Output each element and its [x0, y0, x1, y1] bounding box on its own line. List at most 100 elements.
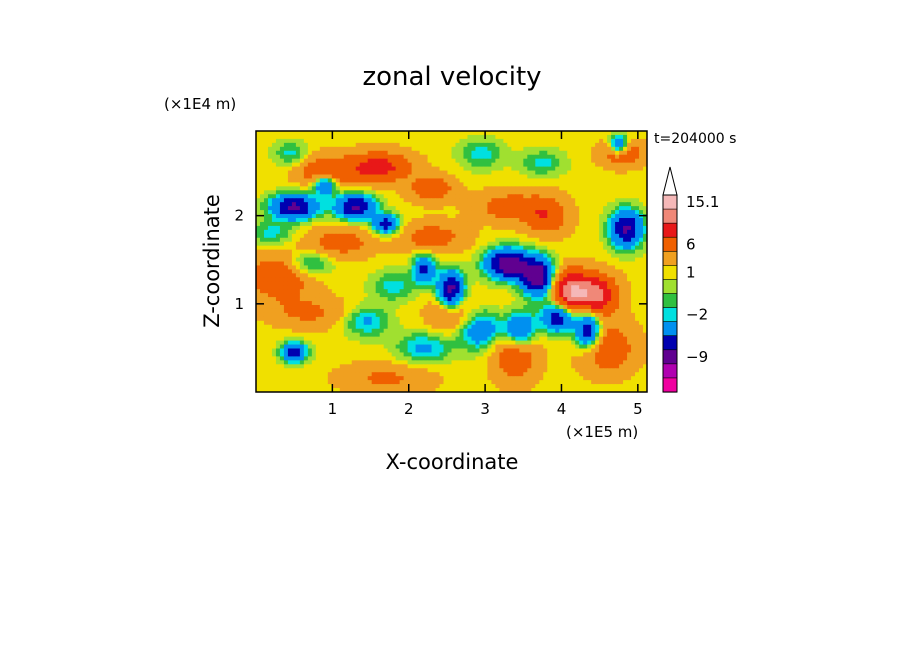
heatmap-cell — [403, 198, 409, 203]
heatmap-cell — [283, 257, 289, 262]
heatmap-cell — [635, 214, 640, 219]
heatmap-cell — [503, 174, 508, 179]
heatmap-cell — [435, 154, 440, 160]
heatmap-cell — [419, 134, 424, 140]
heatmap-cell — [391, 214, 397, 219]
heatmap-cell — [371, 293, 377, 298]
heatmap-cell — [627, 245, 632, 251]
heatmap-cell — [327, 253, 333, 258]
heatmap-cell — [491, 261, 496, 266]
heatmap-cell — [591, 146, 596, 152]
heatmap-cell — [339, 233, 345, 239]
heatmap-cell — [271, 320, 277, 326]
heatmap-cell — [391, 297, 397, 302]
heatmap-cell — [559, 158, 564, 164]
heatmap-cell — [555, 265, 560, 270]
heatmap-cell — [319, 218, 325, 223]
heatmap-cell — [411, 253, 416, 258]
heatmap-cell — [639, 158, 644, 164]
heatmap-cell — [531, 174, 536, 179]
heatmap-cell — [375, 190, 381, 195]
heatmap-cell — [479, 297, 484, 302]
heatmap-cell — [291, 269, 297, 274]
heatmap-cell — [483, 166, 488, 171]
heatmap-cell — [575, 305, 580, 310]
heatmap-cell — [623, 253, 628, 258]
heatmap-cell — [275, 218, 281, 223]
heatmap-cell — [303, 146, 309, 152]
heatmap-cell — [487, 289, 492, 294]
heatmap-cell — [499, 138, 504, 144]
heatmap-cell — [291, 245, 297, 251]
heatmap-cell — [287, 233, 293, 239]
heatmap-cell — [539, 178, 544, 183]
heatmap-cell — [459, 249, 464, 254]
heatmap-cell — [267, 162, 273, 167]
heatmap-cell — [571, 186, 576, 191]
heatmap-cell — [623, 214, 628, 219]
heatmap-cell — [487, 142, 492, 148]
heatmap-cell — [575, 261, 580, 266]
heatmap-cell — [259, 134, 265, 140]
heatmap-cell — [347, 312, 353, 318]
heatmap-cell — [523, 214, 528, 219]
heatmap-cell — [611, 277, 616, 282]
heatmap-cell — [319, 154, 325, 160]
heatmap-cell — [571, 269, 576, 274]
heatmap-cell — [555, 198, 560, 203]
heatmap-cell — [599, 233, 604, 239]
heatmap-cell — [555, 225, 560, 231]
heatmap-cell — [559, 198, 564, 203]
heatmap-cell — [431, 308, 436, 314]
heatmap-cell — [299, 166, 305, 171]
heatmap-cell — [303, 154, 309, 160]
heatmap-cell — [515, 324, 520, 330]
heatmap-cell — [439, 245, 444, 251]
heatmap-cell — [463, 131, 468, 136]
heatmap-cell — [287, 289, 293, 294]
heatmap-cell — [379, 285, 385, 290]
heatmap-cell — [551, 170, 556, 175]
heatmap-cell — [547, 265, 552, 270]
heatmap-cell — [279, 150, 285, 156]
heatmap-cell — [507, 202, 512, 207]
heatmap-cell — [523, 162, 528, 167]
heatmap-cell — [587, 166, 592, 171]
heatmap-cell — [467, 241, 472, 247]
heatmap-cell — [399, 198, 405, 203]
heatmap-cell — [471, 210, 476, 215]
heatmap-cell — [539, 301, 544, 306]
heatmap-cell — [543, 249, 548, 254]
heatmap-cell — [407, 221, 412, 227]
heatmap-cell — [391, 305, 397, 310]
heatmap-cell — [563, 301, 568, 306]
heatmap-cell — [415, 154, 420, 160]
heatmap-cell — [635, 158, 640, 164]
heatmap-cell — [319, 178, 325, 183]
heatmap-cell — [459, 162, 464, 167]
heatmap-cell — [539, 277, 544, 282]
heatmap-cell — [455, 146, 460, 152]
heatmap-cell — [471, 182, 476, 187]
heatmap-cell — [339, 269, 345, 274]
heatmap-cell — [403, 206, 409, 211]
heatmap-cell — [479, 221, 484, 227]
heatmap-cell — [543, 174, 548, 179]
heatmap-cell — [479, 162, 484, 167]
heatmap-cell — [447, 289, 452, 294]
heatmap-cell — [315, 154, 321, 160]
heatmap-cell — [359, 225, 365, 231]
heatmap-cell — [555, 186, 560, 191]
heatmap-cell — [543, 186, 548, 191]
heatmap-cell — [527, 186, 532, 191]
heatmap-cell — [555, 218, 560, 223]
heatmap-cell — [591, 328, 596, 334]
heatmap-cell — [643, 186, 647, 191]
heatmap-cell — [559, 178, 564, 183]
heatmap-cell — [363, 194, 369, 199]
heatmap-cell — [571, 237, 576, 243]
heatmap-cell — [347, 261, 353, 266]
heatmap-cell — [443, 202, 448, 207]
heatmap-cell — [307, 229, 313, 235]
heatmap-cell — [275, 281, 281, 286]
